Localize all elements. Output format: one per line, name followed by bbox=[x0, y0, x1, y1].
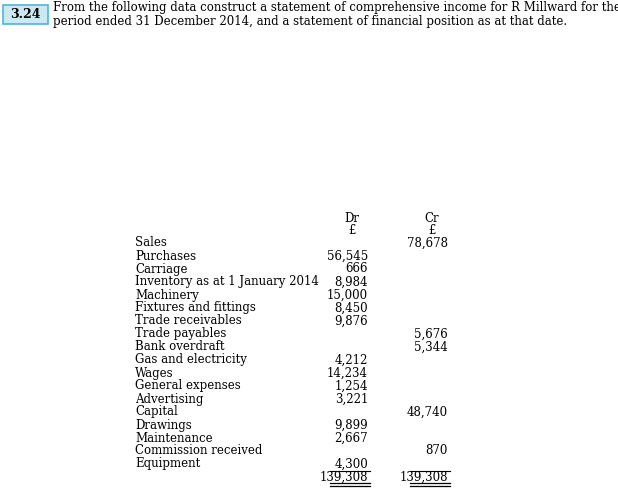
Text: Cr: Cr bbox=[425, 211, 439, 224]
Text: 139,308: 139,308 bbox=[320, 470, 368, 484]
Text: Trade receivables: Trade receivables bbox=[135, 314, 242, 327]
Text: Purchases: Purchases bbox=[135, 249, 196, 263]
Text: Capital: Capital bbox=[135, 406, 178, 419]
Text: 4,212: 4,212 bbox=[334, 353, 368, 366]
Text: 15,000: 15,000 bbox=[327, 288, 368, 302]
Text: 139,308: 139,308 bbox=[399, 470, 448, 484]
Text: Carriage: Carriage bbox=[135, 263, 187, 276]
Text: 8,984: 8,984 bbox=[334, 276, 368, 288]
Text: £: £ bbox=[349, 224, 356, 237]
Text: 3.24: 3.24 bbox=[10, 7, 40, 20]
Text: Wages: Wages bbox=[135, 366, 174, 380]
Text: period ended 31 December 2014, and a statement of financial position as at that : period ended 31 December 2014, and a sta… bbox=[53, 15, 567, 27]
FancyBboxPatch shape bbox=[2, 4, 48, 23]
Text: Inventory as at 1 January 2014: Inventory as at 1 January 2014 bbox=[135, 276, 319, 288]
Text: Commission received: Commission received bbox=[135, 445, 263, 458]
Text: 56,545: 56,545 bbox=[327, 249, 368, 263]
Text: 3,221: 3,221 bbox=[334, 392, 368, 406]
Text: Machinery: Machinery bbox=[135, 288, 199, 302]
Text: Equipment: Equipment bbox=[135, 458, 200, 470]
Text: 4,300: 4,300 bbox=[334, 458, 368, 470]
Text: Gas and electricity: Gas and electricity bbox=[135, 353, 247, 366]
Text: 666: 666 bbox=[345, 263, 368, 276]
Text: £: £ bbox=[428, 224, 436, 237]
Text: Fixtures and fittings: Fixtures and fittings bbox=[135, 302, 256, 314]
Text: Maintenance: Maintenance bbox=[135, 431, 213, 445]
Text: Trade payables: Trade payables bbox=[135, 327, 226, 341]
Text: Bank overdraft: Bank overdraft bbox=[135, 341, 224, 353]
Text: 8,450: 8,450 bbox=[334, 302, 368, 314]
Text: 2,667: 2,667 bbox=[334, 431, 368, 445]
Text: Sales: Sales bbox=[135, 237, 167, 249]
Text: 5,344: 5,344 bbox=[414, 341, 448, 353]
Text: 9,876: 9,876 bbox=[334, 314, 368, 327]
Text: Advertising: Advertising bbox=[135, 392, 203, 406]
Text: Drawings: Drawings bbox=[135, 419, 192, 431]
Text: 78,678: 78,678 bbox=[407, 237, 448, 249]
Text: From the following data construct a statement of comprehensive income for R Mill: From the following data construct a stat… bbox=[53, 1, 618, 15]
Text: 5,676: 5,676 bbox=[414, 327, 448, 341]
Text: Dr: Dr bbox=[344, 211, 360, 224]
Text: 9,899: 9,899 bbox=[334, 419, 368, 431]
Text: General expenses: General expenses bbox=[135, 380, 241, 392]
Text: 48,740: 48,740 bbox=[407, 406, 448, 419]
Text: 14,234: 14,234 bbox=[327, 366, 368, 380]
Text: 1,254: 1,254 bbox=[334, 380, 368, 392]
Text: 870: 870 bbox=[426, 445, 448, 458]
